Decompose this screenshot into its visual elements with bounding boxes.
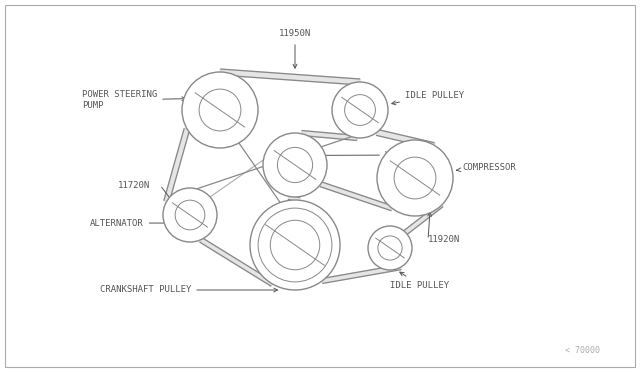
Text: 11720N: 11720N: [118, 180, 150, 189]
Text: 11920N: 11920N: [428, 235, 460, 244]
Polygon shape: [321, 264, 401, 283]
Polygon shape: [301, 131, 357, 141]
Polygon shape: [200, 238, 274, 286]
Polygon shape: [220, 69, 360, 85]
Circle shape: [368, 226, 412, 270]
Circle shape: [332, 82, 388, 138]
Text: CRANKSHAFT PULLEY: CRANKSHAFT PULLEY: [100, 285, 278, 295]
Text: IDLE PULLEY: IDLE PULLEY: [390, 272, 449, 289]
Circle shape: [377, 140, 453, 216]
Text: < 70000: < 70000: [565, 346, 600, 355]
Text: 11950N: 11950N: [279, 29, 311, 38]
Polygon shape: [164, 128, 189, 202]
Polygon shape: [288, 195, 300, 202]
Text: VATER PUMP: VATER PUMP: [315, 151, 439, 160]
Circle shape: [163, 188, 217, 242]
Polygon shape: [404, 203, 443, 235]
Polygon shape: [320, 182, 393, 211]
Text: POWER STEERING
PUMP: POWER STEERING PUMP: [82, 90, 186, 110]
Circle shape: [250, 200, 340, 290]
Circle shape: [182, 72, 258, 148]
Text: ALTERNATOR: ALTERNATOR: [90, 218, 180, 228]
Circle shape: [263, 133, 327, 197]
Text: COMPRESSOR: COMPRESSOR: [456, 164, 516, 173]
Text: IDLE PULLEY: IDLE PULLEY: [392, 90, 464, 105]
Polygon shape: [376, 129, 435, 149]
